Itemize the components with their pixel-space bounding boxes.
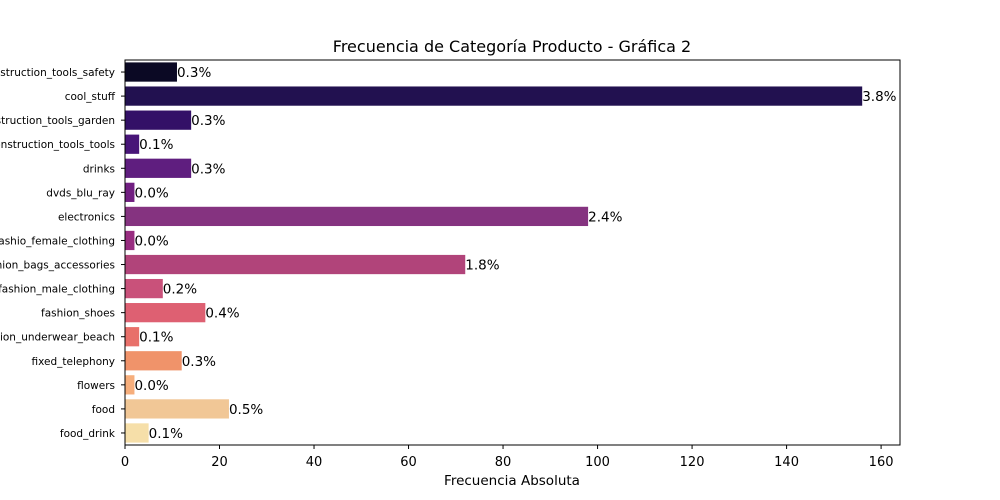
- category-label: construction_tools_safety: [0, 67, 115, 79]
- chart-title: Frecuencia de Categoría Producto - Gráfi…: [333, 37, 691, 56]
- x-tick-label: 40: [306, 455, 323, 470]
- x-axis-title: Frecuencia Absoluta: [444, 473, 580, 489]
- category-label: flowers: [77, 380, 115, 392]
- data-label: 1.8%: [465, 258, 499, 274]
- bar: [125, 230, 135, 251]
- x-tick-label: 80: [495, 455, 512, 470]
- category-label: electronics: [58, 211, 115, 223]
- data-label: 0.3%: [182, 354, 216, 370]
- category-labels: construction_tools_safety cool_stuffconst…: [0, 67, 125, 440]
- bar: [125, 327, 140, 347]
- x-tick-label: 140: [774, 455, 799, 470]
- x-tick-label: 20: [211, 455, 228, 470]
- category-label: construction_tools_garden: [0, 115, 115, 127]
- category-label: fashion_shoes: [41, 308, 115, 320]
- data-label: 0.1%: [149, 426, 183, 442]
- data-label: 0.0%: [134, 233, 168, 249]
- x-tick-label: 0: [121, 455, 129, 470]
- data-label: 0.3%: [191, 113, 225, 129]
- category-label: fashion_male_clothing: [0, 284, 115, 296]
- x-tick-label: 120: [680, 455, 705, 470]
- data-label: 0.2%: [163, 282, 197, 298]
- bar: [125, 110, 192, 130]
- data-label: 0.1%: [139, 330, 173, 346]
- category-label: cool_stuff: [65, 91, 116, 103]
- bar: [125, 423, 149, 443]
- data-label: 0.4%: [205, 306, 239, 322]
- bar: [125, 399, 229, 419]
- bars: [125, 62, 863, 443]
- x-axis-ticks: 0 20 40 60 80 100 120 140 160: [121, 445, 894, 470]
- category-label: fashion_underwear_beach: [0, 332, 115, 344]
- data-label: 2.4%: [588, 209, 622, 225]
- category-label: fashion_bags_accessories: [0, 260, 115, 272]
- bar: [125, 206, 589, 227]
- bar: [125, 182, 135, 202]
- bar: [125, 351, 182, 371]
- bar: [125, 86, 863, 106]
- category-label: food_drink: [60, 428, 116, 440]
- category-label: drinks: [83, 163, 115, 175]
- category-label: fashio_female_clothing: [0, 235, 115, 247]
- data-label: 0.3%: [191, 161, 225, 177]
- plot-frame: [124, 59, 901, 446]
- data-label: 0.5%: [229, 402, 263, 418]
- data-label: 0.1%: [139, 137, 173, 153]
- bar: [125, 375, 135, 395]
- category-label: fixed_telephony: [32, 356, 115, 368]
- bar: [125, 278, 163, 299]
- bar: [125, 62, 177, 82]
- x-tick-label: 160: [869, 455, 894, 470]
- bar: [125, 158, 192, 178]
- category-label: dvds_blu_ray: [46, 187, 115, 199]
- data-labels: 0.3% 3.8% 0.3% 0.1% 0.3% 0.0% 2.4% 0.0% 1.8% 0.2%…: [134, 65, 896, 442]
- category-label: construction_tools_tools: [0, 139, 115, 151]
- bar: [125, 254, 466, 275]
- data-label: 3.8%: [862, 89, 896, 105]
- x-tick-label: 100: [585, 455, 610, 470]
- bar: [125, 134, 140, 154]
- x-tick-label: 60: [400, 455, 417, 470]
- category-label: food: [92, 404, 115, 416]
- data-label: 0.0%: [134, 378, 168, 394]
- data-label: 0.3%: [177, 65, 211, 81]
- bar: [125, 303, 206, 323]
- data-label: 0.0%: [134, 185, 168, 201]
